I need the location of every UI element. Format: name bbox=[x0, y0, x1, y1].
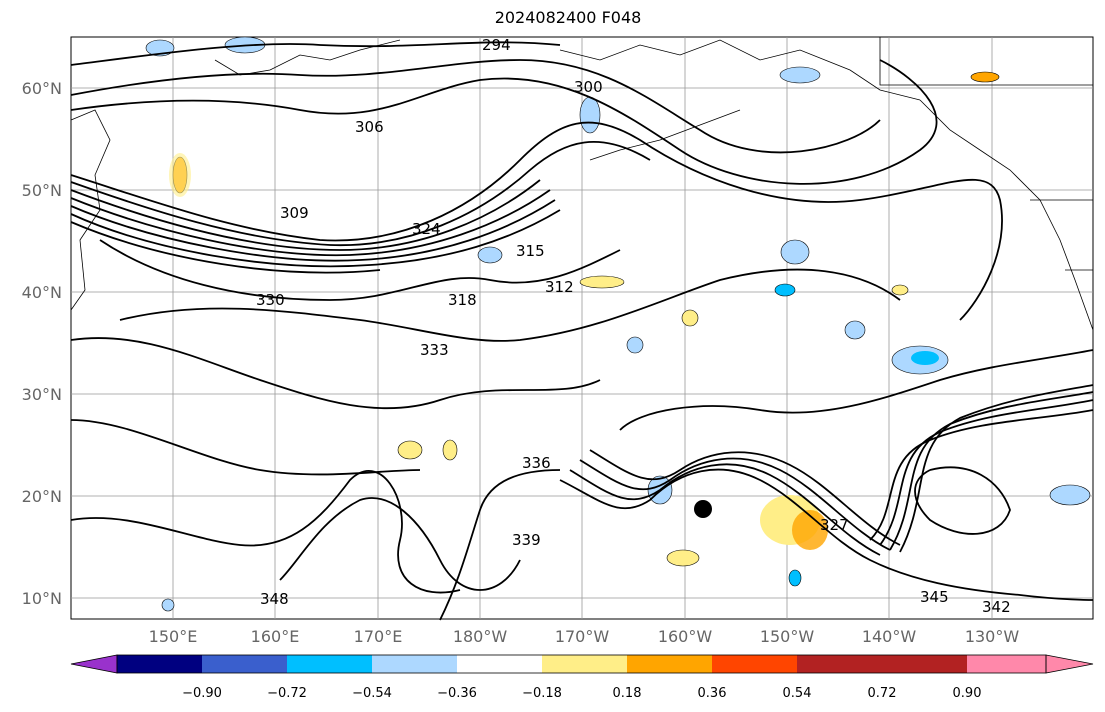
lon-label: 150°W bbox=[760, 627, 815, 646]
contour-label: 330 bbox=[256, 291, 285, 309]
contour-label: 348 bbox=[260, 590, 289, 608]
colorbar-bin bbox=[797, 655, 882, 673]
colorbar-bin bbox=[967, 655, 1046, 673]
lat-label: 40°N bbox=[22, 283, 62, 302]
contour-label: 342 bbox=[982, 598, 1011, 616]
colorbar-bin bbox=[882, 655, 967, 673]
contour-label: 336 bbox=[522, 454, 551, 472]
colorbar-tick-label: −0.90 bbox=[182, 686, 222, 701]
colorbar-tick-label: 0.18 bbox=[613, 686, 642, 701]
contour-label: 300 bbox=[574, 78, 603, 96]
colorbar-bin bbox=[542, 655, 627, 673]
lon-label: 150°E bbox=[149, 627, 198, 646]
lon-label: 180°W bbox=[453, 627, 508, 646]
lon-label: 140°W bbox=[862, 627, 917, 646]
colorbar-bin bbox=[202, 655, 287, 673]
contour-label-group: 294 300 306 309 312 315 318 324 327 330 … bbox=[256, 36, 1011, 616]
lat-label: 20°N bbox=[22, 487, 62, 506]
contour-label: 318 bbox=[448, 291, 477, 309]
storm-center-dot bbox=[694, 500, 712, 518]
colorbar-bin bbox=[117, 655, 202, 673]
lon-label: 170°W bbox=[555, 627, 610, 646]
contour-label: 345 bbox=[920, 588, 949, 606]
colorbar-tick-label: 0.90 bbox=[953, 686, 982, 701]
colorbar-tick-label: 0.54 bbox=[783, 686, 812, 701]
lat-label: 30°N bbox=[22, 385, 62, 404]
contour-label: 327 bbox=[820, 516, 849, 534]
colorbar-bin bbox=[457, 655, 542, 673]
colorbar-tick-label: −0.54 bbox=[352, 686, 392, 701]
colorbar-extend-right bbox=[1045, 654, 1094, 674]
lat-label: 10°N bbox=[22, 589, 62, 608]
colorbar-bin bbox=[712, 655, 797, 673]
colorbar-tick-label: 0.36 bbox=[698, 686, 727, 701]
lat-label: 60°N bbox=[22, 79, 62, 98]
colorbar-tick-label: −0.72 bbox=[267, 686, 307, 701]
lon-label: 160°W bbox=[658, 627, 713, 646]
colorbar-bin bbox=[372, 655, 457, 673]
colorbar-tick-label: 0.72 bbox=[868, 686, 897, 701]
latitude-labels: 60°N 50°N 40°N 30°N 20°N 10°N bbox=[22, 79, 62, 608]
contour-label: 306 bbox=[355, 118, 384, 136]
lat-label: 50°N bbox=[22, 181, 62, 200]
contour-lines bbox=[70, 41, 1094, 621]
contour-label: 339 bbox=[512, 531, 541, 549]
colorbar-bin bbox=[287, 655, 372, 673]
colorbar-bin bbox=[627, 655, 712, 673]
contour-label: 333 bbox=[420, 341, 449, 359]
longitude-labels: 150°E 160°E 170°E 180°W 170°W 160°W 150°… bbox=[149, 627, 1020, 646]
lon-label: 130°W bbox=[965, 627, 1020, 646]
contour-label: 294 bbox=[482, 36, 511, 54]
contour-label: 312 bbox=[545, 278, 574, 296]
lon-label: 170°E bbox=[354, 627, 403, 646]
contour-label: 309 bbox=[280, 204, 309, 222]
colorbar: −0.90 −0.72 −0.54 −0.36 −0.18 0.18 0.36 … bbox=[70, 654, 1094, 701]
contour-label: 315 bbox=[516, 242, 545, 260]
lon-label: 160°E bbox=[251, 627, 300, 646]
colorbar-extend-left bbox=[70, 654, 118, 674]
contour-label: 324 bbox=[412, 220, 441, 238]
colorbar-tick-label: −0.18 bbox=[522, 686, 562, 701]
colorbar-tick-label: −0.36 bbox=[437, 686, 477, 701]
map-title: 2024082400 F048 bbox=[494, 8, 642, 27]
